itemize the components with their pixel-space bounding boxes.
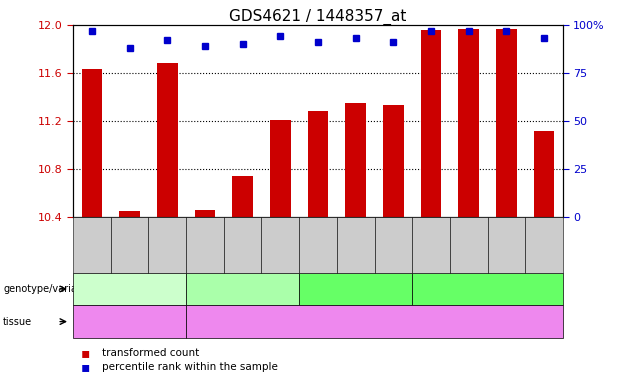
Text: tumor: tumor (357, 316, 391, 327)
Text: MYCN and mutated
ALK: MYCN and mutated ALK (306, 278, 406, 300)
Text: GSM801625: GSM801625 (125, 217, 134, 272)
Text: GSM801623: GSM801623 (539, 217, 548, 272)
Text: GSM801622: GSM801622 (502, 217, 511, 272)
Text: mutated ALK: mutated ALK (209, 284, 276, 294)
Text: GSM801619: GSM801619 (276, 217, 285, 272)
Bar (232, 176, 253, 217)
Text: ▪: ▪ (81, 360, 90, 374)
Text: normal: normal (111, 284, 148, 294)
Title: GDS4621 / 1448357_at: GDS4621 / 1448357_at (230, 9, 406, 25)
Text: GSM914182: GSM914182 (351, 217, 360, 272)
Bar (345, 103, 366, 217)
Bar (459, 28, 479, 217)
Bar (534, 131, 555, 217)
Text: ▪: ▪ (81, 346, 90, 360)
Bar (383, 105, 404, 217)
Bar (420, 30, 441, 217)
Text: percentile rank within the sample: percentile rank within the sample (102, 362, 278, 372)
Bar (496, 28, 516, 217)
Text: tissue: tissue (3, 316, 32, 327)
Text: GSM801620: GSM801620 (427, 217, 436, 272)
Text: GSM801617: GSM801617 (200, 217, 209, 272)
Text: genotype/variation: genotype/variation (3, 284, 96, 294)
Bar (308, 111, 328, 217)
Text: GSM801618: GSM801618 (238, 217, 247, 272)
Bar (270, 120, 291, 217)
Bar (195, 210, 216, 217)
Text: GSM914183: GSM914183 (389, 217, 398, 272)
Text: GSM914181: GSM914181 (314, 217, 322, 272)
Text: GSM801621: GSM801621 (464, 217, 473, 272)
Text: adrenal: adrenal (109, 316, 151, 327)
Text: transformed count: transformed count (102, 348, 199, 358)
Bar (81, 70, 102, 217)
Text: GSM801624: GSM801624 (88, 217, 97, 272)
Bar (120, 211, 140, 217)
Text: GSM801626: GSM801626 (163, 217, 172, 272)
Bar (157, 63, 177, 217)
Text: MYCN: MYCN (473, 284, 502, 294)
